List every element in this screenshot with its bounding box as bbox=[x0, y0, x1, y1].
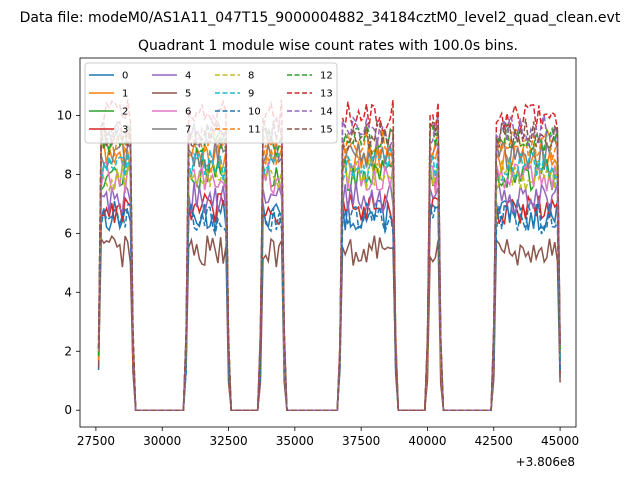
legend-label-2: 2 bbox=[122, 107, 128, 118]
legend-label-13: 13 bbox=[320, 89, 333, 100]
x-tick-label: 40000 bbox=[408, 434, 446, 448]
series-line-11 bbox=[97, 127, 561, 411]
y-tick-label: 10 bbox=[57, 108, 72, 122]
series-line-1 bbox=[97, 140, 561, 411]
legend-label-15: 15 bbox=[320, 125, 333, 136]
axes-frame bbox=[79, 57, 577, 428]
y-tick-label: 0 bbox=[64, 403, 72, 417]
axes: 27500 30000 32500 35000 37500 40000 42500 45000… bbox=[57, 57, 579, 448]
x-tick-label: 45000 bbox=[541, 434, 579, 448]
plot-area bbox=[97, 99, 561, 411]
series-line-12 bbox=[97, 120, 561, 411]
x-tick-label: 42500 bbox=[475, 434, 513, 448]
series-line-13 bbox=[97, 99, 561, 411]
y-tick-label: 8 bbox=[64, 167, 72, 181]
legend-label-10: 10 bbox=[248, 107, 261, 118]
series-line-3 bbox=[97, 192, 561, 411]
legend-label-3: 3 bbox=[122, 125, 128, 136]
x-tick-label: 32500 bbox=[209, 434, 247, 448]
x-tick-label: 27500 bbox=[77, 434, 115, 448]
series-line-7 bbox=[97, 137, 561, 411]
series-line-15 bbox=[97, 118, 561, 411]
legend-label-9: 9 bbox=[248, 89, 254, 100]
series-line-14 bbox=[97, 112, 561, 411]
x-offset-label: +3.806e8 bbox=[516, 455, 575, 469]
series-line-9 bbox=[97, 146, 561, 411]
series-line-0 bbox=[97, 199, 561, 411]
chart-suptitle: Data file: modeM0/AS1A11_047T15_90000048… bbox=[20, 10, 621, 26]
legend-label-14: 14 bbox=[320, 107, 333, 118]
legend-label-11: 11 bbox=[248, 125, 261, 136]
y-tick-label: 4 bbox=[64, 285, 72, 299]
series-line-8 bbox=[97, 156, 561, 411]
legend-label-7: 7 bbox=[185, 125, 191, 136]
y-tick-label: 2 bbox=[64, 344, 72, 358]
legend-label-5: 5 bbox=[185, 89, 191, 100]
series-line-2 bbox=[97, 158, 561, 411]
x-tick-label: 37500 bbox=[342, 434, 380, 448]
legend-label-8: 8 bbox=[248, 71, 254, 82]
chart-title: Quadrant 1 module wise count rates with … bbox=[138, 38, 518, 54]
x-tick-label: 35000 bbox=[276, 434, 314, 448]
series-line-4 bbox=[97, 181, 561, 411]
x-tick-label: 30000 bbox=[143, 434, 181, 448]
legend-label-0: 0 bbox=[122, 71, 128, 82]
series-line-5 bbox=[97, 234, 561, 411]
legend-label-4: 4 bbox=[185, 71, 191, 82]
series-line-10 bbox=[97, 201, 561, 411]
legend-label-6: 6 bbox=[185, 107, 191, 118]
legend-label-1: 1 bbox=[122, 89, 128, 100]
y-tick-label: 6 bbox=[64, 226, 72, 240]
legend-box bbox=[84, 62, 338, 144]
legend-label-12: 12 bbox=[320, 71, 333, 82]
series-line-6 bbox=[97, 159, 561, 411]
